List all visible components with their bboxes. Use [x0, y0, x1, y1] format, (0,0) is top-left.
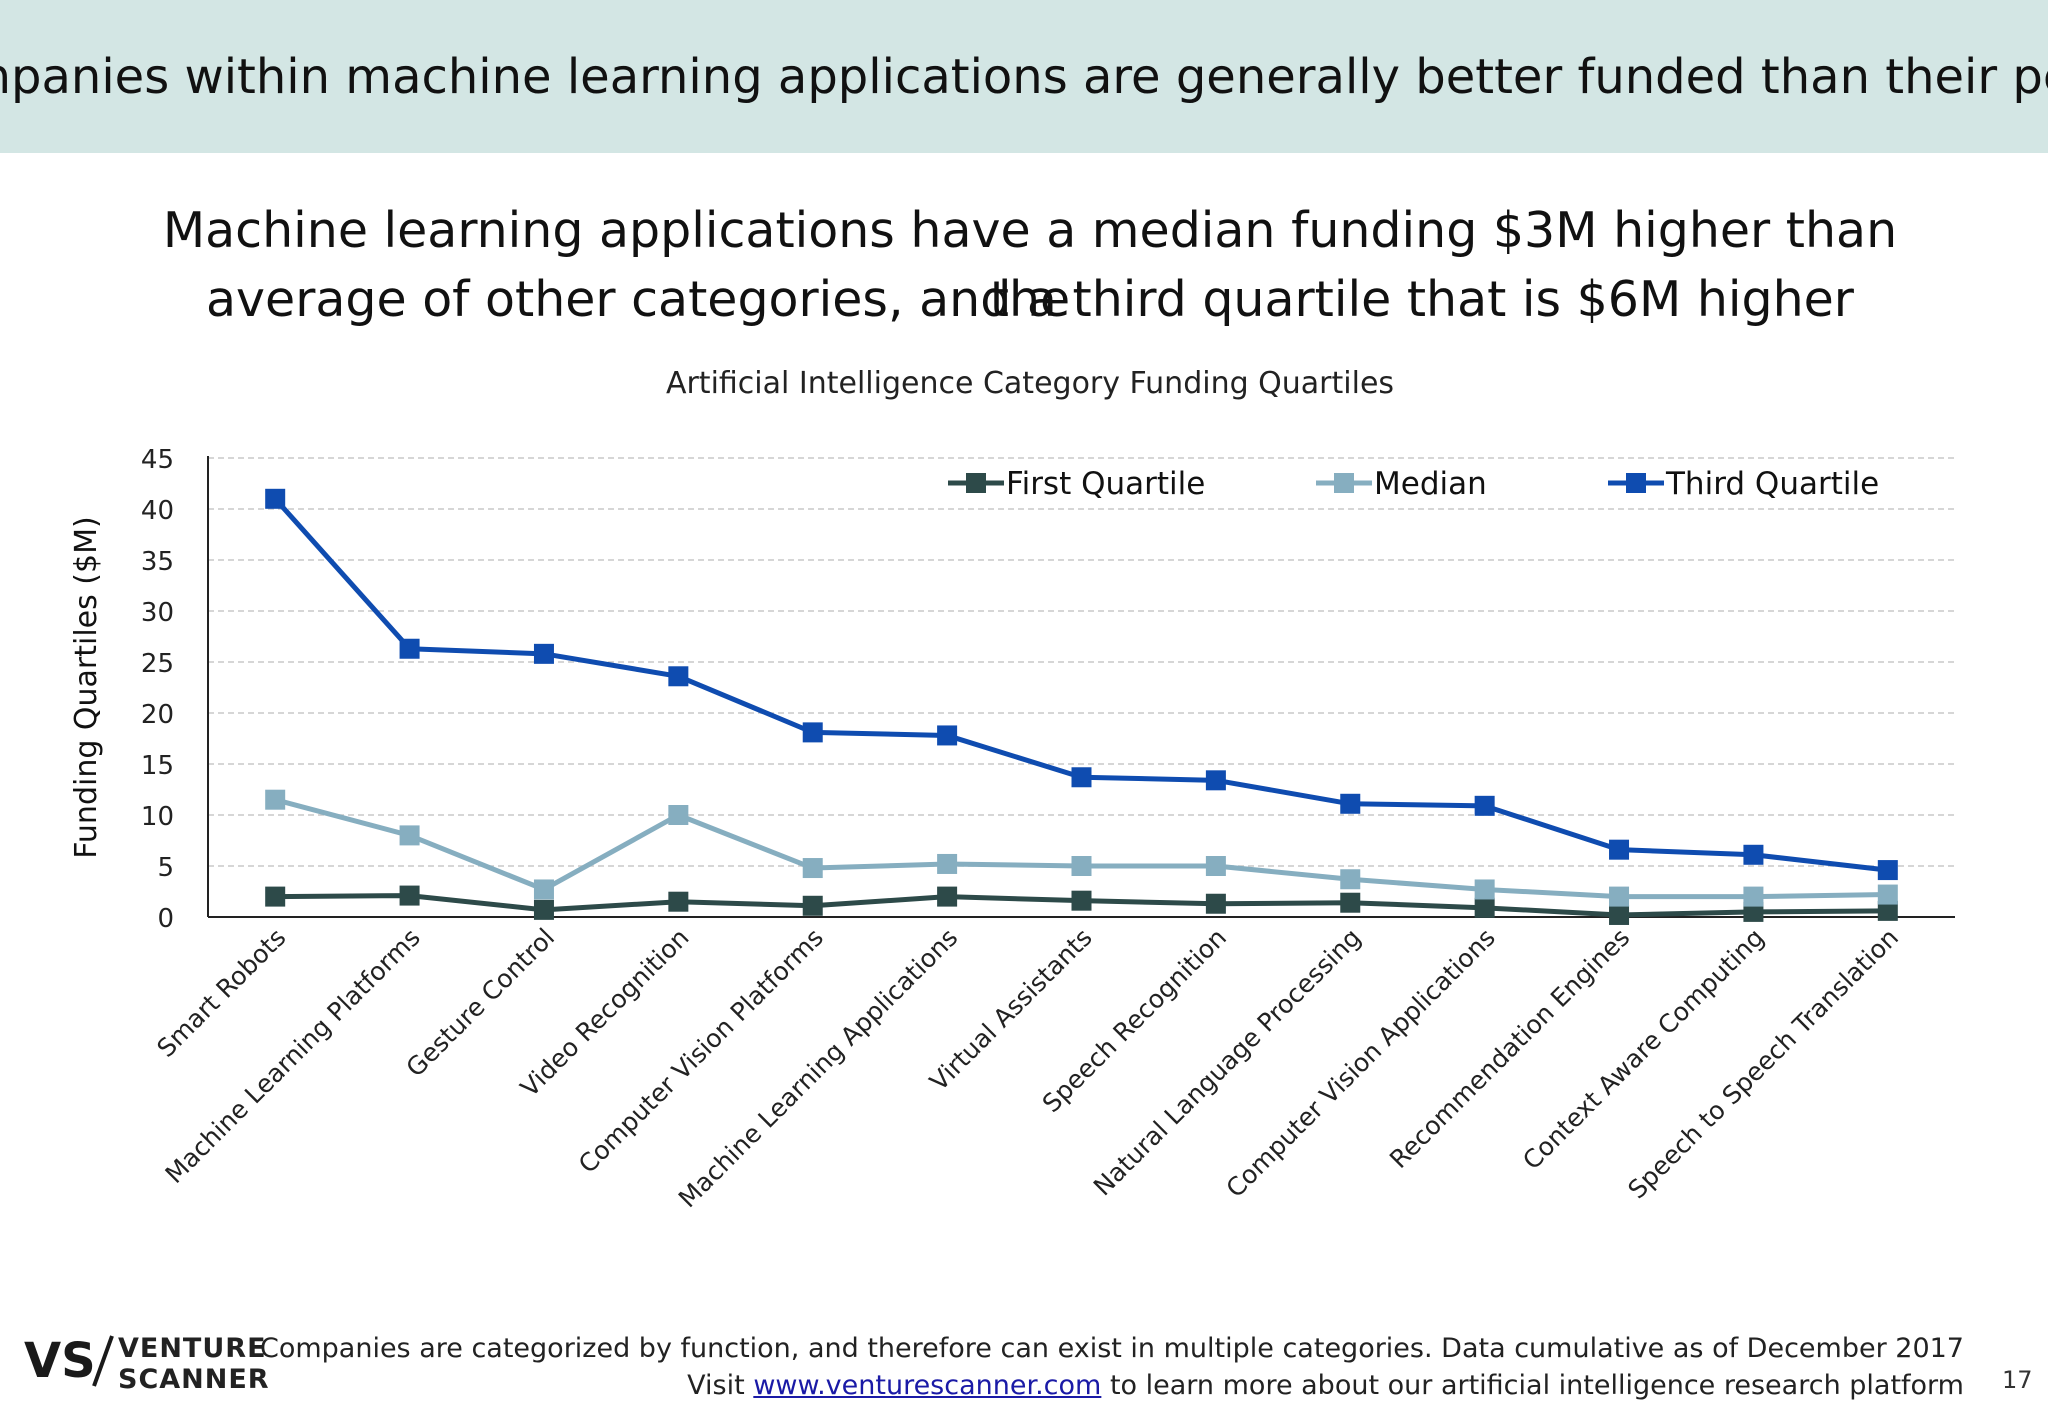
- third-quartile-marker: [533, 643, 554, 664]
- y-tick-label: 10: [141, 802, 174, 832]
- median-marker: [533, 879, 554, 900]
- legend-first-quartile-label: First Quartile: [1006, 466, 1205, 502]
- x-tick-label: Gesture Control: [400, 923, 560, 1083]
- legend-median-marker: [1334, 473, 1354, 493]
- median-marker: [1743, 886, 1764, 907]
- median-marker: [802, 858, 823, 879]
- first-quartile-marker: [937, 886, 958, 907]
- y-tick-label: 35: [141, 547, 174, 577]
- first-quartile-marker: [1743, 901, 1764, 922]
- legend-third-quartile-label: Third Quartile: [1665, 466, 1879, 502]
- legend-first-quartile-marker: [966, 473, 986, 493]
- x-tick-label: Natural Language Processing: [1088, 923, 1367, 1202]
- third-quartile-marker: [399, 638, 420, 659]
- median-line: [274, 797, 1888, 900]
- legend-median-label: Median: [1374, 466, 1487, 502]
- first-quartile-marker: [668, 891, 689, 912]
- chart-title: Artificial Intelligence Category Funding…: [665, 366, 1395, 401]
- first-quartile-marker: [1877, 900, 1898, 921]
- third-quartile-marker: [1071, 767, 1092, 788]
- third-quartile-marker: [1743, 844, 1764, 865]
- third-quartile-marker: [937, 725, 958, 746]
- y-tick-label: 5: [157, 853, 174, 883]
- y-tick-label: 20: [141, 700, 174, 730]
- footer-note: Companies are categorized by function, a…: [259, 1333, 1964, 1364]
- first-quartile-marker: [802, 895, 823, 916]
- footer-visit-suffix: to learn more about our artificial intel…: [1109, 1370, 1964, 1401]
- first-quartile-marker: [1609, 904, 1630, 925]
- y-tick-label: 15: [141, 751, 174, 781]
- logo-line-2: SCANNER: [118, 1364, 270, 1395]
- third-quartile-marker: [1205, 770, 1226, 791]
- median-marker: [1609, 886, 1630, 907]
- page-number: 17: [2002, 1366, 2033, 1394]
- funding-quartiles-chart: 0 5 10 15 20 25 30 35 40 45 Funding Quartiles ($M)…: [69, 445, 1955, 1213]
- x-tick-label: Computer Vision Applications: [1221, 923, 1501, 1203]
- median-marker: [668, 805, 689, 825]
- third-quartile-marker: [265, 488, 286, 509]
- third-quartile-marker: [1340, 793, 1361, 814]
- headline-line-2: average of other categories, and a third…: [206, 271, 1854, 328]
- third-quartile-marker: [1877, 860, 1898, 881]
- venturescanner-link[interactable]: www.venturescanner.com: [753, 1370, 1102, 1401]
- x-tick-label: Machine Learning Platforms: [160, 923, 426, 1189]
- y-tick-label: 0: [157, 904, 174, 934]
- third-quartile-marker: [802, 722, 823, 743]
- first-quartile-marker: [1474, 897, 1495, 918]
- footer-visit-prefix: Visit: [687, 1370, 745, 1401]
- y-axis-title: Funding Quartiles ($M): [69, 516, 104, 858]
- x-tick-label: Context Aware Computing: [1517, 923, 1769, 1175]
- legend-third-quartile-marker: [1626, 473, 1646, 493]
- x-tick-label: Machine Learning Applications: [673, 923, 963, 1213]
- first-quartile-marker: [265, 886, 286, 907]
- median-marker: [1071, 856, 1092, 876]
- svg-text:VS: VS: [24, 1333, 96, 1389]
- footer-visit-line: Visit www.venturescanner.com to learn mo…: [687, 1370, 1964, 1401]
- third-quartile-marker: [1609, 839, 1630, 860]
- x-tick-label: Recommendation Engines: [1384, 923, 1635, 1174]
- third-quartile-marker: [668, 666, 689, 687]
- banner-title: Companies within machine learning applic…: [0, 48, 2048, 105]
- y-tick-label: 40: [141, 496, 174, 526]
- median-marker: [1877, 884, 1898, 905]
- median-marker: [399, 825, 420, 846]
- x-tick-label: Speech to Speech Translation: [1622, 923, 1904, 1205]
- first-quartile-marker: [1340, 892, 1361, 913]
- first-quartile-marker: [1071, 890, 1092, 911]
- first-quartile-marker: [533, 899, 554, 920]
- x-tick-label: Computer Vision Platforms: [573, 923, 829, 1179]
- y-tick-label: 45: [141, 445, 174, 475]
- top-banner: Companies within machine learning applic…: [0, 0, 2048, 153]
- median-marker: [265, 789, 286, 810]
- median-marker: [1474, 879, 1495, 900]
- headline-line-1: Machine learning applications have a med…: [162, 202, 1898, 328]
- median-marker: [1205, 856, 1226, 876]
- x-tick-label: Smart Robots: [151, 923, 291, 1063]
- median-marker: [937, 853, 958, 874]
- vs-logo-mark-icon: VS: [24, 1333, 114, 1389]
- logo-line-1: VENTURE: [118, 1333, 267, 1364]
- y-tick-label: 30: [141, 598, 174, 628]
- first-quartile-marker: [1205, 893, 1226, 914]
- third-quartile-marker: [1474, 795, 1495, 816]
- median-marker: [1340, 869, 1361, 890]
- y-tick-label: 25: [141, 649, 174, 679]
- first-quartile-marker: [399, 885, 420, 906]
